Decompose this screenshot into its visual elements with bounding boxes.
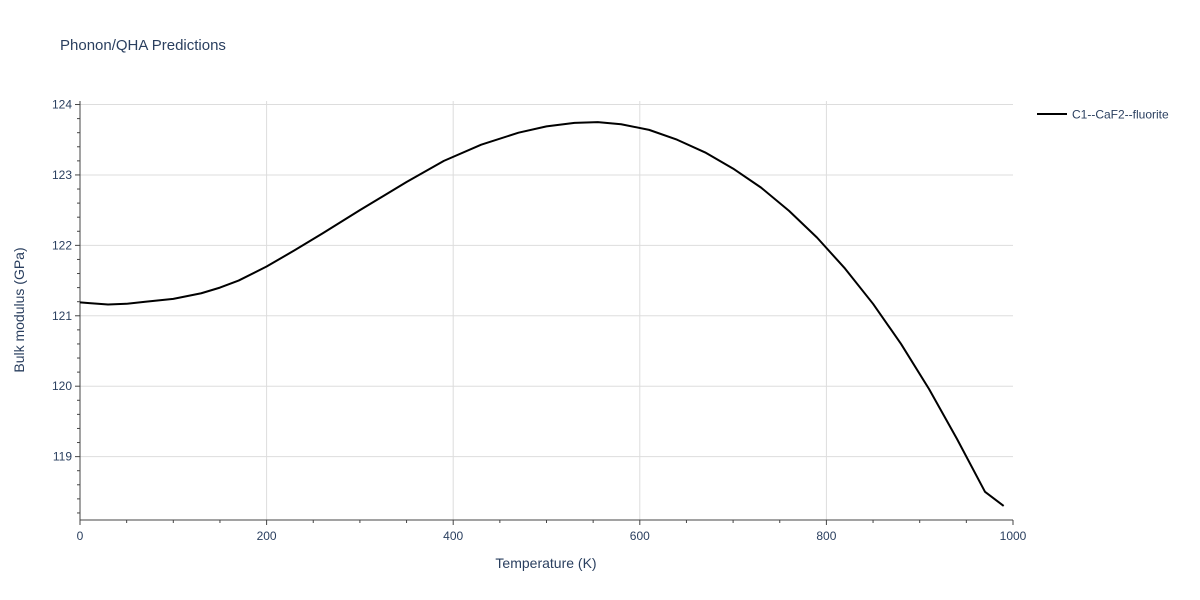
y-tick-label: 123 <box>52 168 72 182</box>
y-tick-label: 121 <box>52 309 72 323</box>
y-tick-label: 120 <box>52 379 72 393</box>
y-axis-title: Bulk modulus (GPa) <box>11 247 27 372</box>
series-line <box>79 121 1005 507</box>
chart-title: Phonon/QHA Predictions <box>60 37 226 54</box>
y-tick-label: 122 <box>52 238 72 252</box>
y-tick-label: 119 <box>53 450 72 464</box>
y-tick-label: 124 <box>52 98 72 112</box>
x-tick-label: 0 <box>77 529 84 543</box>
axis-layer <box>75 101 1014 525</box>
x-axis-title: Temperature (K) <box>495 555 596 571</box>
legend-label: C1--CaF2--fluorite <box>1072 108 1169 122</box>
x-tick-label: 600 <box>630 529 650 543</box>
x-tick-label: 1000 <box>1000 529 1027 543</box>
legend[interactable]: C1--CaF2--fluorite <box>1037 108 1169 122</box>
x-tick-label: 400 <box>443 529 463 543</box>
tick-label-layer: 119 120 121 122 123 124 0 200 400 600 800 1000 <box>52 98 1027 543</box>
grid-layer <box>80 101 1013 520</box>
x-tick-label: 800 <box>816 529 836 543</box>
series-layer <box>79 121 1005 507</box>
x-tick-label: 200 <box>257 529 277 543</box>
